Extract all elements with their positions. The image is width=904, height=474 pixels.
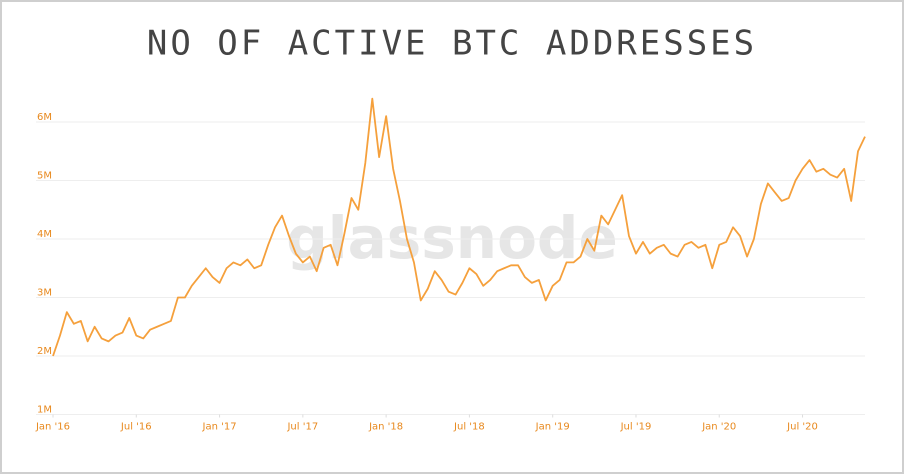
x-tick-label: Jul '16: [120, 422, 152, 433]
y-tick-label: 5M: [37, 171, 52, 182]
y-tick-label: 2M: [37, 346, 52, 357]
x-tick-label: Jan '16: [35, 422, 70, 433]
x-tick-label: Jul '18: [453, 422, 485, 433]
x-tick-label: Jul '19: [620, 422, 652, 433]
watermark: glassnode: [286, 204, 618, 272]
x-tick-label: Jan '20: [701, 422, 736, 433]
y-tick-label: 1M: [37, 405, 52, 416]
data-line: [52, 97, 866, 357]
x-tick-label: Jan '18: [368, 422, 403, 433]
x-tick-label: Jan '17: [202, 422, 237, 433]
x-tick-label: Jul '20: [786, 422, 818, 433]
y-tick-label: 6M: [37, 112, 52, 123]
y-tick-label: 3M: [37, 288, 52, 299]
chart-title: NO OF ACTIVE BTC ADDRESSES: [147, 24, 757, 64]
x-tick-label: Jan '19: [535, 422, 570, 433]
y-tick-label: 4M: [37, 229, 52, 240]
x-tick-label: Jul '17: [286, 422, 318, 433]
